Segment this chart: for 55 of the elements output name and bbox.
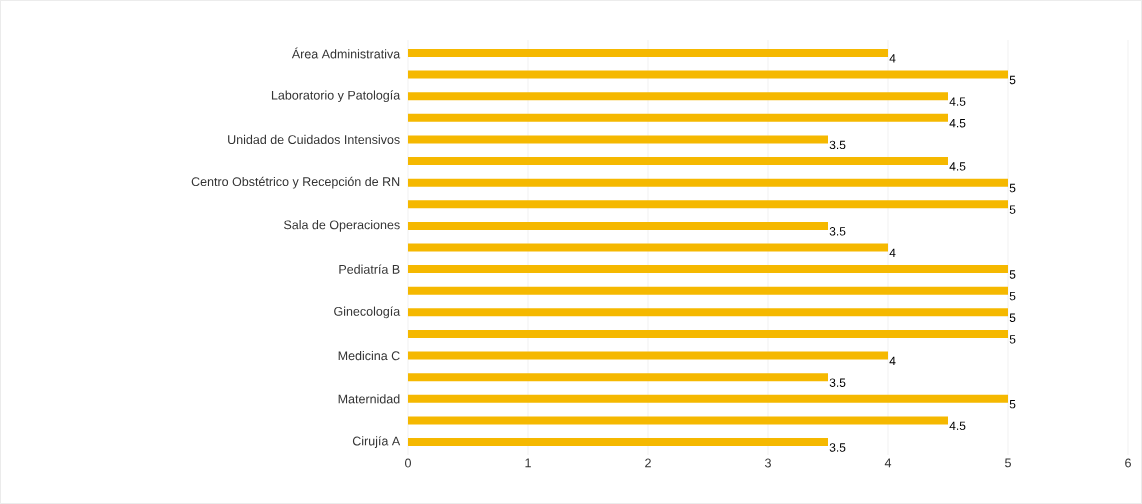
data-label: 5	[1009, 270, 1016, 279]
data-label: 5	[1009, 313, 1016, 322]
x-tick-label: 0	[405, 458, 411, 468]
y-tick-label: Área Administrativa	[291, 47, 401, 59]
bar	[408, 178, 1009, 187]
bar	[408, 70, 1009, 79]
data-label: 4	[889, 248, 896, 257]
x-tick-label: 3	[765, 458, 771, 468]
data-label: 5	[1009, 400, 1016, 409]
y-tick-label: Centro Obstétrico y Recepción de RN	[191, 176, 400, 189]
bar	[408, 394, 1009, 403]
data-label: 4	[889, 356, 896, 366]
y-tick-label: Sala de Operaciones	[284, 220, 400, 232]
y-tick-label: Maternidad	[338, 394, 400, 404]
bar	[408, 438, 829, 447]
bar	[408, 416, 949, 425]
bar	[408, 243, 889, 252]
data-label: 4.5	[949, 119, 966, 128]
x-tick-label: 5	[1005, 458, 1011, 468]
x-tick-label: 6	[1125, 458, 1131, 468]
bar	[408, 265, 1009, 274]
data-label: 3.5	[829, 227, 846, 236]
y-tick-label: Cirujía A	[352, 436, 401, 448]
bar	[408, 351, 889, 360]
data-label: 4.5	[949, 421, 966, 430]
x-tick-label: 2	[645, 458, 651, 468]
y-tick-label: Laboratorio y Patología	[271, 90, 401, 103]
data-label: 4	[889, 54, 896, 63]
data-label: 3.5	[829, 378, 846, 387]
bar	[408, 329, 1009, 338]
bar	[408, 113, 949, 122]
y-tick-label: Ginecología	[334, 306, 401, 319]
bar	[408, 308, 1009, 317]
data-label: 3.5	[829, 140, 846, 150]
bar	[408, 92, 949, 101]
bar	[408, 286, 1009, 295]
y-tick-label: Pediatría B	[339, 264, 400, 274]
bar	[408, 135, 829, 144]
y-tick-label: Medicina C	[338, 350, 400, 361]
bar	[408, 200, 1009, 209]
bar	[408, 221, 829, 230]
y-tick-label: Unidad de Cuidados Intensivos	[228, 134, 400, 145]
data-label: 5	[1009, 335, 1016, 344]
data-label: 5	[1009, 183, 1016, 193]
x-tick-label: 4	[884, 458, 892, 468]
bar	[408, 373, 829, 382]
data-label: 5	[1009, 75, 1016, 85]
x-tick-label: 1	[525, 458, 531, 468]
data-label: 5	[1009, 205, 1016, 214]
data-label: 4.5	[949, 97, 966, 106]
bar	[408, 48, 889, 57]
data-label: 4.5	[949, 162, 966, 171]
data-label: 3.5	[829, 443, 846, 452]
bar	[408, 157, 949, 166]
data-label: 5	[1009, 291, 1016, 301]
